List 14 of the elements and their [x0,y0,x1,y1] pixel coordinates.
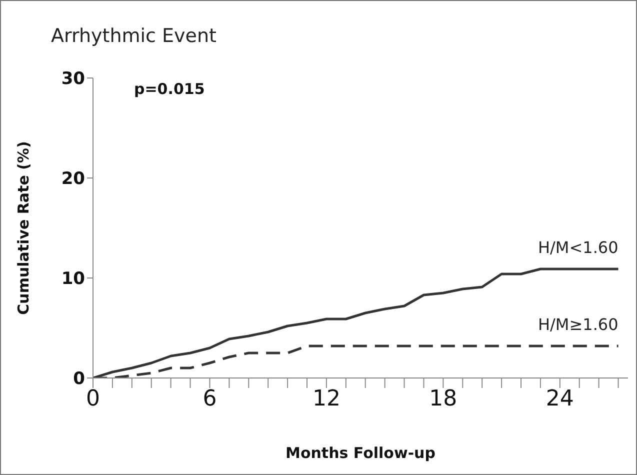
annotation: p=0.015 [134,80,205,98]
x-tick-label: 18 [429,386,458,412]
x-tick-label: 12 [312,386,340,412]
y-tick-label: 20 [61,169,86,190]
y-tick-label: 10 [61,269,86,290]
chart-title: Arrhythmic Event [51,25,216,47]
x-axis-title: Months Follow-up [286,444,436,462]
y-tick-label: 30 [61,69,86,90]
x-tick-label: 24 [546,386,574,412]
series-label: H/M<1.60 [538,238,618,257]
x-tick-label: 6 [202,386,217,412]
series-label: H/M≥1.60 [538,315,618,334]
y-axis-title: Cumulative Rate (%) [14,141,32,315]
y-tick-label: 0 [73,369,86,390]
